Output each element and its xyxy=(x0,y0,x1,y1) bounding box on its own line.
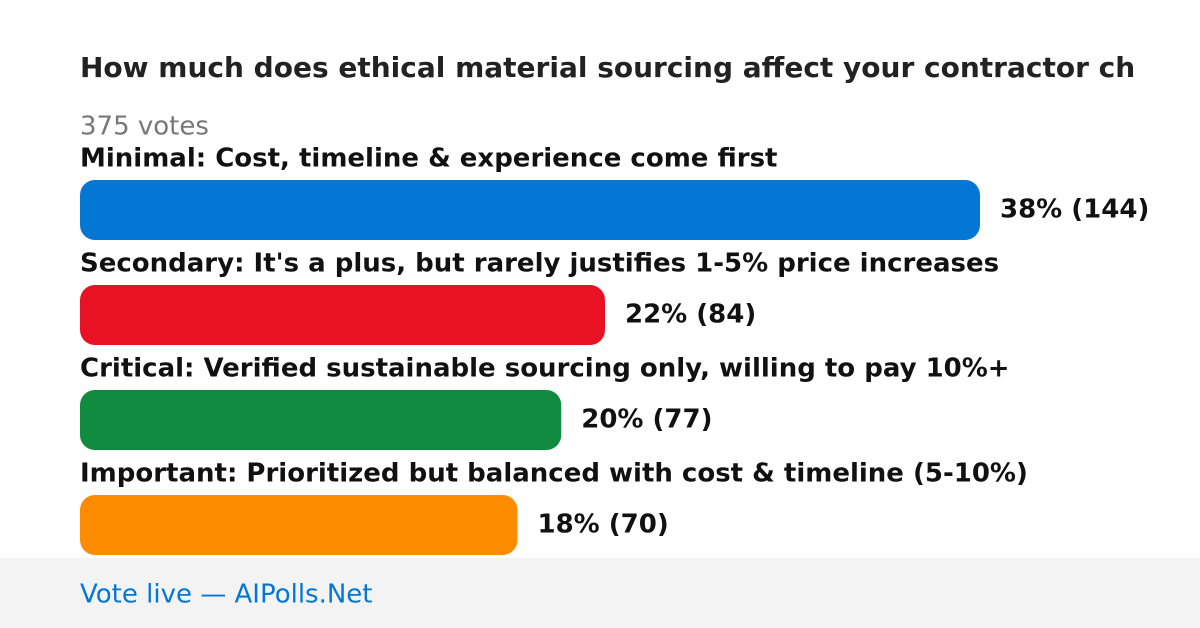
vote-count: 375 votes xyxy=(80,112,209,142)
bar xyxy=(80,390,562,450)
value-label: 18% (70) xyxy=(538,510,669,540)
option-label: Important: Prioritized but balanced with… xyxy=(80,459,1028,489)
footer-band xyxy=(0,558,1200,628)
value-label: 22% (84) xyxy=(625,300,756,330)
poll-title: How much does ethical material sourcing … xyxy=(80,51,1135,84)
bar xyxy=(80,495,518,555)
option-label: Critical: Verified sustainable sourcing … xyxy=(80,354,1010,384)
value-label: 38% (144) xyxy=(1000,195,1149,225)
option-label: Secondary: It's a plus, but rarely justi… xyxy=(80,249,999,279)
value-label: 20% (77) xyxy=(581,405,712,435)
footer-link[interactable]: Vote live — AIPolls.Net xyxy=(80,580,373,610)
option-label: Minimal: Cost, timeline & experience com… xyxy=(80,144,777,174)
bar xyxy=(80,180,980,240)
bar xyxy=(80,285,605,345)
